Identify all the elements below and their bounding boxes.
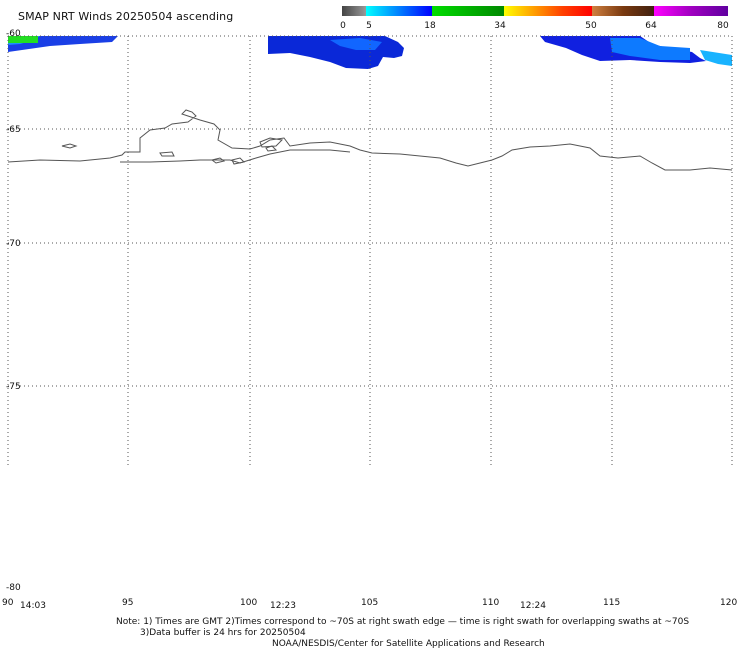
island-1 <box>61 143 78 149</box>
colorbar-tick-50: 50 <box>585 21 597 31</box>
lon-label-105: 105 <box>361 598 378 608</box>
lat-label-65: -65 <box>6 125 21 135</box>
coastline <box>7 109 733 171</box>
swath-time-middle: 12:23 <box>270 601 296 611</box>
colorbar-tick-80: 80 <box>717 21 729 31</box>
lon-label-90: 90 <box>2 598 14 608</box>
colorbar-segment-50-64 <box>592 6 654 16</box>
wind-speed-colorbar <box>342 6 728 16</box>
swath-time-left: 14:03 <box>20 601 46 611</box>
lon-label-100: 100 <box>240 598 257 608</box>
coastline-main <box>7 109 733 171</box>
graticule <box>7 35 733 465</box>
lon-label-120: 120 <box>720 598 737 608</box>
wind-swath-right-light <box>610 38 690 60</box>
wind-swath-left-green <box>8 36 38 43</box>
map-title: SMAP NRT Winds 20250504 ascending <box>18 10 234 23</box>
footnote-line-2: 3)Data buffer is 24 hrs for 20250504 <box>140 628 306 638</box>
island-3 <box>210 157 226 164</box>
colorbar-segment-18-34 <box>432 6 504 16</box>
lat-label-80: -80 <box>6 583 21 593</box>
island-6 <box>265 145 278 152</box>
colorbar-segment-34-50 <box>504 6 592 16</box>
footnote-credit: NOAA/NESDIS/Center for Satellite Applica… <box>272 639 545 649</box>
coastline-lower <box>120 149 351 164</box>
wind-swath-middle-light <box>330 38 382 50</box>
footnote-line-1: Note: 1) Times are GMT 2)Times correspon… <box>116 617 690 627</box>
swath-time-right: 12:24 <box>520 601 546 611</box>
colorbar-segment-0-5 <box>342 6 366 16</box>
colorbar-tick-5: 5 <box>366 21 372 31</box>
lat-label-75: -75 <box>6 382 21 392</box>
colorbar-segment-64-80 <box>654 6 728 16</box>
island-4 <box>231 157 246 165</box>
lon-label-95: 95 <box>122 598 133 608</box>
colorbar-tick-18: 18 <box>424 21 436 31</box>
colorbar-tick-64: 64 <box>645 21 657 31</box>
lat-label-70: -70 <box>6 239 21 249</box>
lon-label-115: 115 <box>603 598 620 608</box>
lat-label-60: -60 <box>6 29 21 39</box>
island-5 <box>259 137 284 148</box>
colorbar-segment-5-18 <box>366 6 432 16</box>
lon-label-110: 110 <box>482 598 499 608</box>
colorbar-tick-34: 34 <box>494 21 506 31</box>
island-2 <box>159 151 175 157</box>
wind-swath-right-cyan <box>700 50 732 66</box>
colorbar-tick-0: 0 <box>340 21 346 31</box>
